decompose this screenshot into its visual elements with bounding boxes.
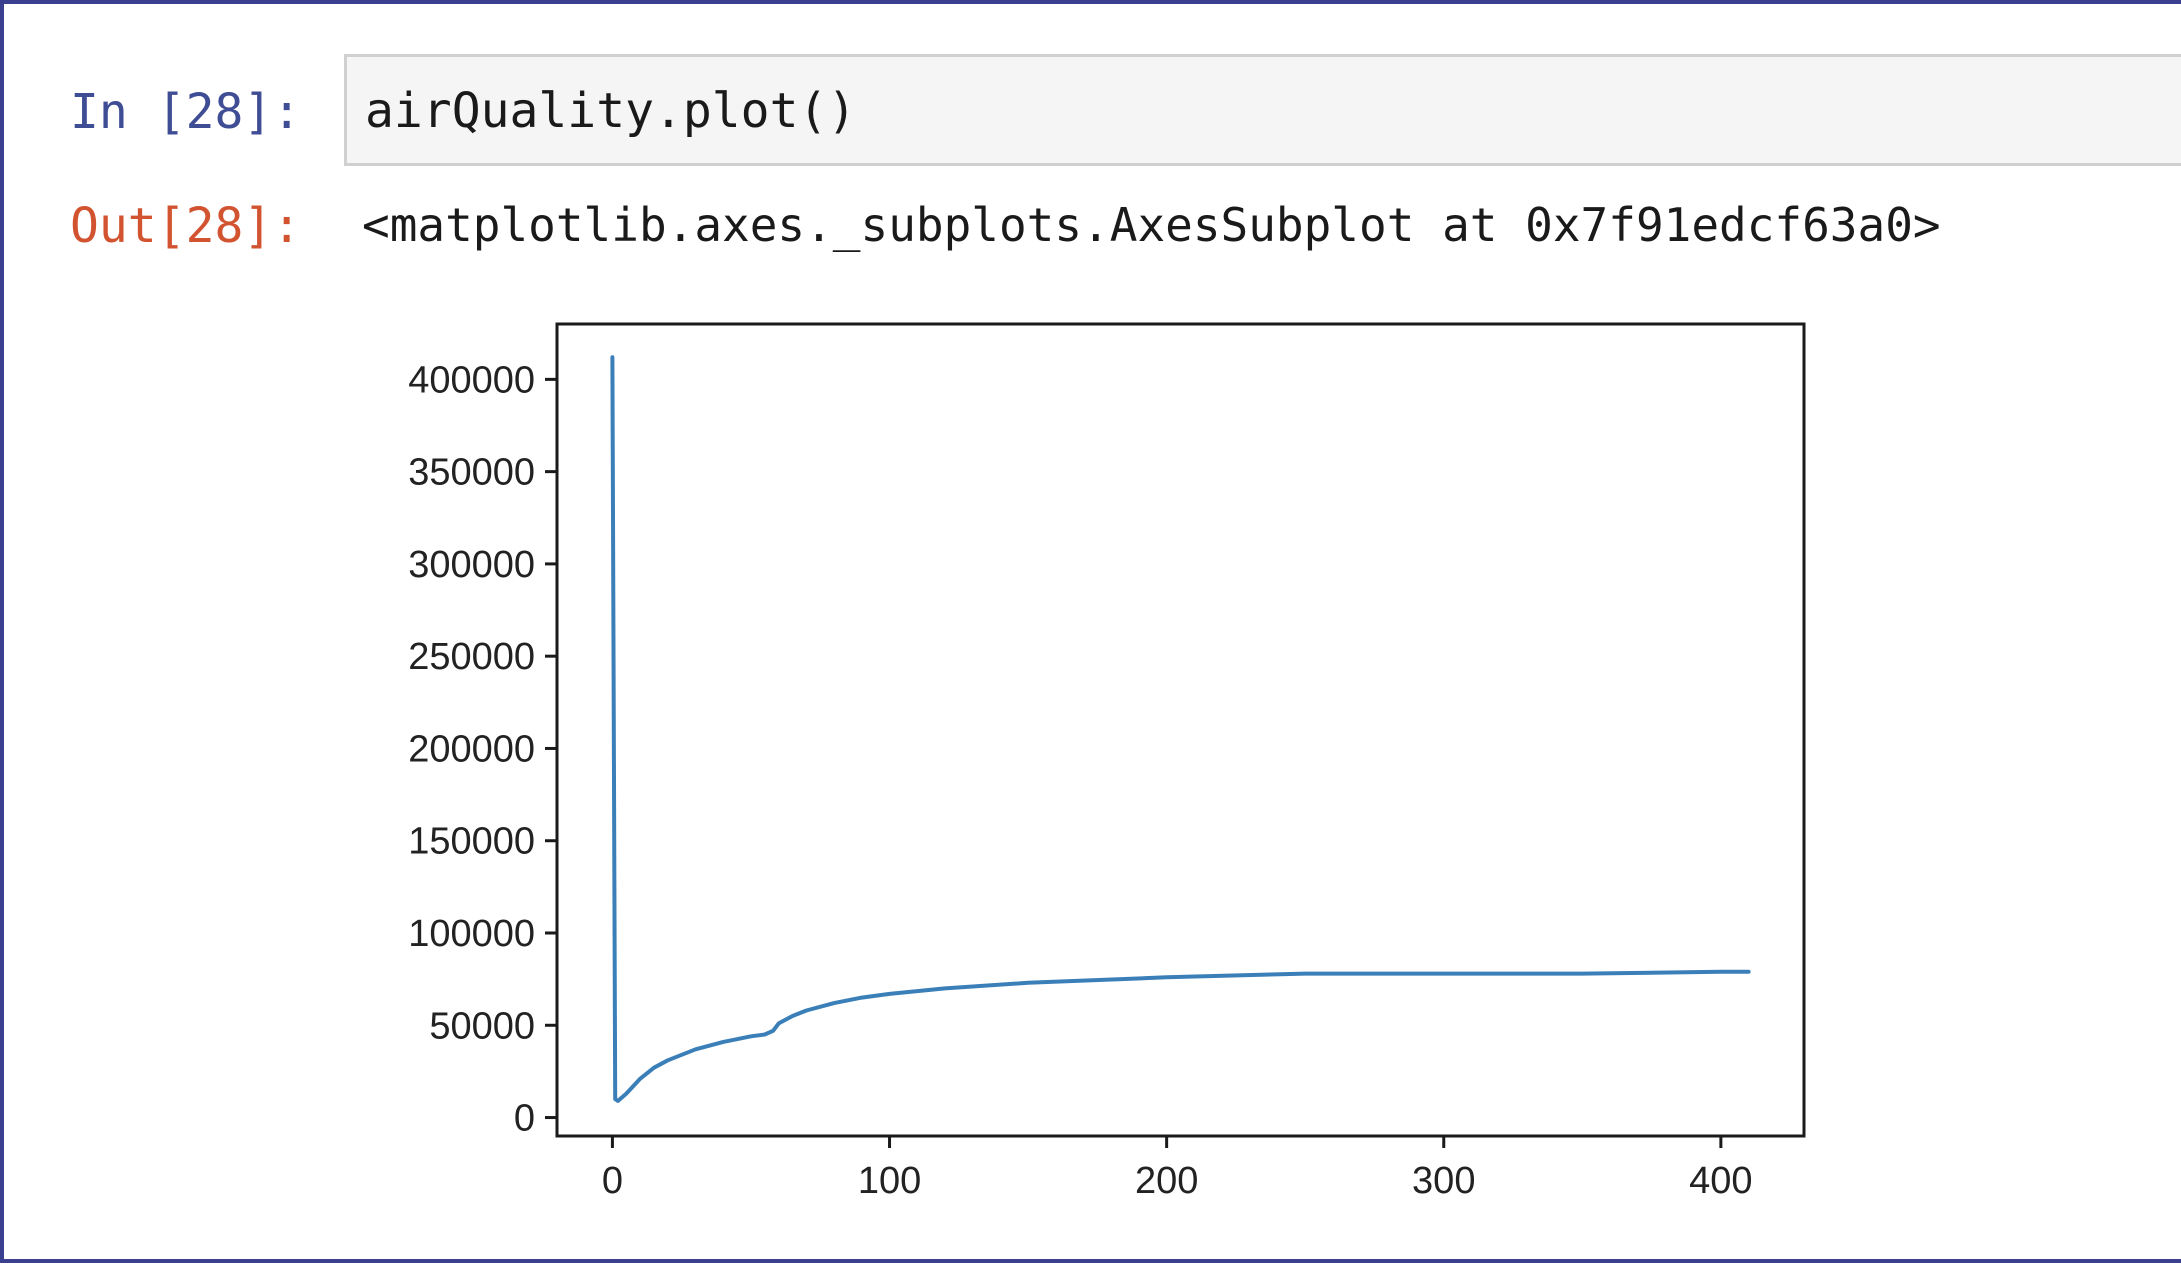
series-line	[610, 355, 1751, 1103]
y-axis: 0 50000 100000 150000 200000 250000 300000 3500…	[408, 359, 557, 1140]
input-prompt: In [28]:	[70, 84, 302, 140]
x-tick-label: 0	[602, 1160, 623, 1202]
y-tick-label: 50000	[429, 1005, 535, 1047]
plot-area	[555, 322, 1806, 1138]
x-axis: 0 100 200 300 400	[602, 1136, 1753, 1202]
y-tick-label: 350000	[408, 452, 535, 494]
x-tick-label: 200	[1135, 1160, 1198, 1202]
line-chart: 0 50000 100000 150000 200000 250000 300000 3500…	[408, 322, 1806, 1202]
y-tick-label: 300000	[408, 544, 535, 586]
code-text[interactable]: airQuality.plot()	[365, 83, 857, 139]
y-tick-label: 400000	[408, 359, 535, 401]
output-repr-text: <matplotlib.axes._subplots.AxesSubplot a…	[362, 198, 1941, 252]
y-tick-label: 0	[514, 1098, 535, 1140]
x-tick-label: 300	[1412, 1160, 1475, 1202]
x-tick-label: 400	[1689, 1160, 1752, 1202]
y-tick-label: 100000	[408, 913, 535, 955]
y-tick-label: 150000	[408, 821, 535, 863]
x-tick-label: 100	[858, 1160, 921, 1202]
y-tick-label: 250000	[408, 636, 535, 678]
output-prompt: Out[28]:	[70, 198, 302, 254]
y-tick-label: 200000	[408, 728, 535, 770]
code-cell-input[interactable]: airQuality.plot()	[344, 54, 2181, 166]
